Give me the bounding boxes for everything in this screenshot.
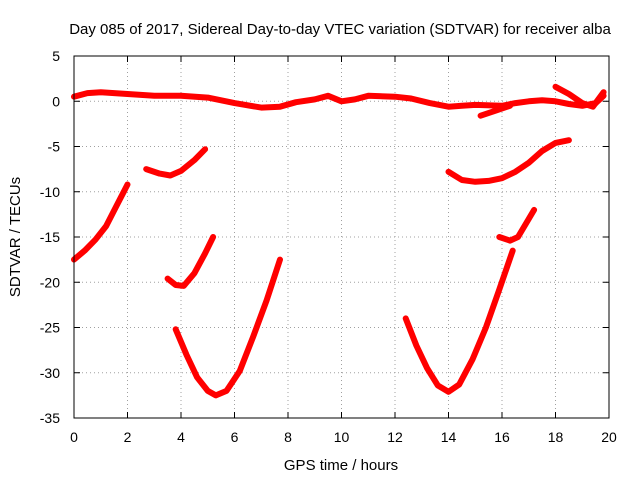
chart-title: Day 085 of 2017, Sidereal Day-to-day VTE… <box>69 21 611 38</box>
x-tick-label: 12 <box>387 429 403 445</box>
y-axis-label: SDTVAR / TECUs <box>7 177 24 297</box>
x-tick-label: 8 <box>284 429 292 445</box>
series-arc-d <box>172 256 283 399</box>
series-arc-g <box>496 206 538 244</box>
x-tick-label: 14 <box>441 429 457 445</box>
x-tick-label: 16 <box>494 429 510 445</box>
x-tick-label: 20 <box>601 429 617 445</box>
y-tick-label: 0 <box>52 93 60 109</box>
series-arc-top-tail-1 <box>477 102 513 119</box>
y-tick-label: 5 <box>52 48 60 64</box>
series-arc-top-baseline <box>71 89 607 111</box>
y-tick-label: -5 <box>48 139 61 155</box>
y-tick-label: -30 <box>40 365 60 381</box>
x-axis-label: GPS time / hours <box>284 457 398 474</box>
y-tick-label: -15 <box>40 229 60 245</box>
y-tick-label: -35 <box>40 410 60 426</box>
x-tick-label: 2 <box>124 429 132 445</box>
series-arc-b <box>143 146 209 179</box>
series-arc-f <box>445 137 572 185</box>
series-layer <box>71 83 607 399</box>
series-arc-a <box>71 181 131 263</box>
series-arc-e <box>402 247 516 395</box>
x-tick-label: 10 <box>334 429 350 445</box>
y-tick-label: -20 <box>40 274 60 290</box>
series-arc-c <box>164 234 217 289</box>
x-tick-label: 18 <box>548 429 564 445</box>
x-tick-label: 0 <box>70 429 78 445</box>
series-arc-top-tail-2 <box>552 83 607 110</box>
tick-layer: 0 2 4 6 8 10 12 14 16 18 20 -35 -30 -25 -20 -15 -10 -5 0 5 <box>40 48 617 445</box>
x-tick-label: 6 <box>231 429 239 445</box>
x-tick-label: 4 <box>177 429 185 445</box>
y-tick-label: -10 <box>40 184 60 200</box>
y-tick-label: -25 <box>40 320 60 336</box>
grid-layer <box>74 56 609 418</box>
